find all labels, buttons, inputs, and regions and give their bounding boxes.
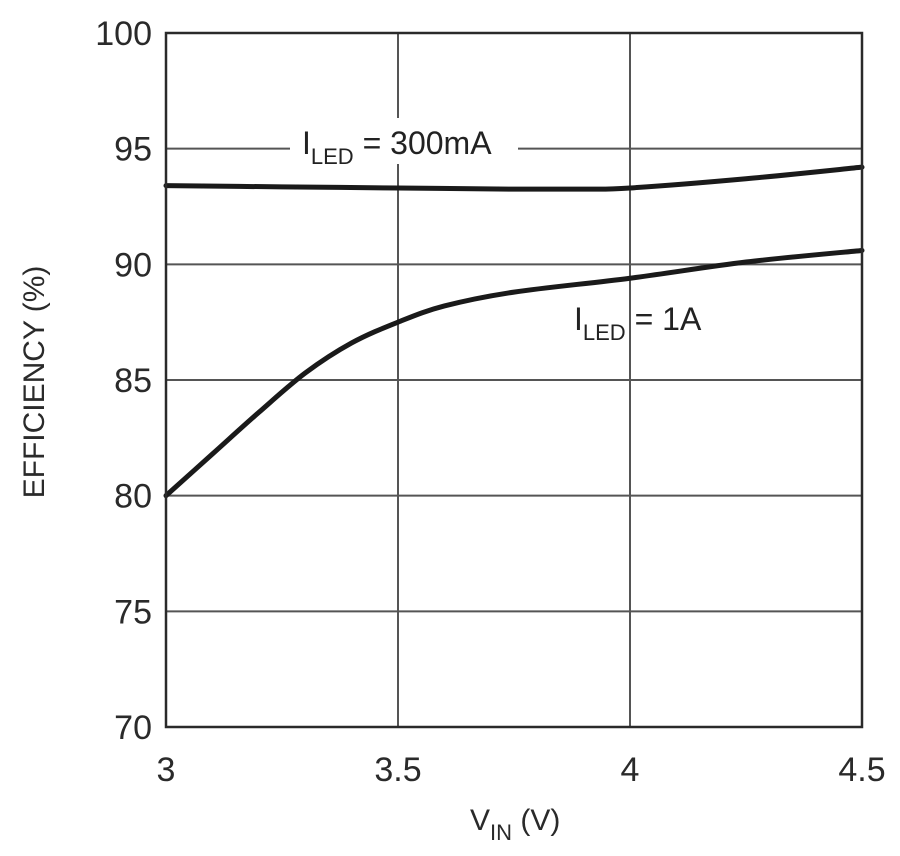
x-tick-label-3-5: 3.5 [374, 751, 421, 789]
x-axis-title: VIN (V) [470, 804, 560, 845]
x-tick-label-4: 4 [621, 751, 640, 789]
series-label-300ma-text: ILED = 300mA [302, 125, 492, 169]
x-axis-title-sub: IN [490, 820, 512, 845]
x-tick-labels: 3 3.5 4 4.5 [157, 751, 886, 789]
plot-frame [164, 31, 864, 729]
x-axis-title-main: V [470, 804, 490, 837]
y-tick-label-90: 90 [114, 246, 152, 284]
series-label-300ma-background [290, 118, 518, 164]
series-line-300ma [163, 164, 865, 192]
series-line-1a [163, 247, 865, 499]
y-tick-label-75: 75 [114, 593, 152, 631]
series-label-300ma-main: I [302, 125, 311, 161]
series-label-300ma: ILED = 300mA [290, 118, 518, 169]
series-label-300ma-rest: = 300mA [354, 125, 493, 161]
x-tick-label-3: 3 [157, 751, 176, 789]
y-axis-title: EFFICIENCY (%) [18, 266, 51, 499]
y-tick-labels: 70 75 80 85 90 95 100 [95, 15, 152, 747]
y-tick-label-95: 95 [114, 131, 152, 169]
y-tick-label-80: 80 [114, 478, 152, 516]
y-tick-label-85: 85 [114, 362, 152, 400]
series-label-1a-main: I [574, 301, 583, 337]
y-tick-label-100: 100 [95, 15, 152, 53]
x-tick-label-4-5: 4.5 [838, 751, 885, 789]
series-label-1a: ILED = 1A [574, 301, 702, 345]
series-label-1a-rest: = 1A [626, 301, 702, 337]
series [163, 164, 865, 499]
x-axis-title-unit: (V) [512, 804, 560, 837]
series-label-300ma-sub: LED [311, 144, 354, 169]
y-tick-label-70: 70 [114, 709, 152, 747]
series-label-1a-sub: LED [583, 320, 626, 345]
series-label-1a-text: ILED = 1A [574, 301, 702, 345]
